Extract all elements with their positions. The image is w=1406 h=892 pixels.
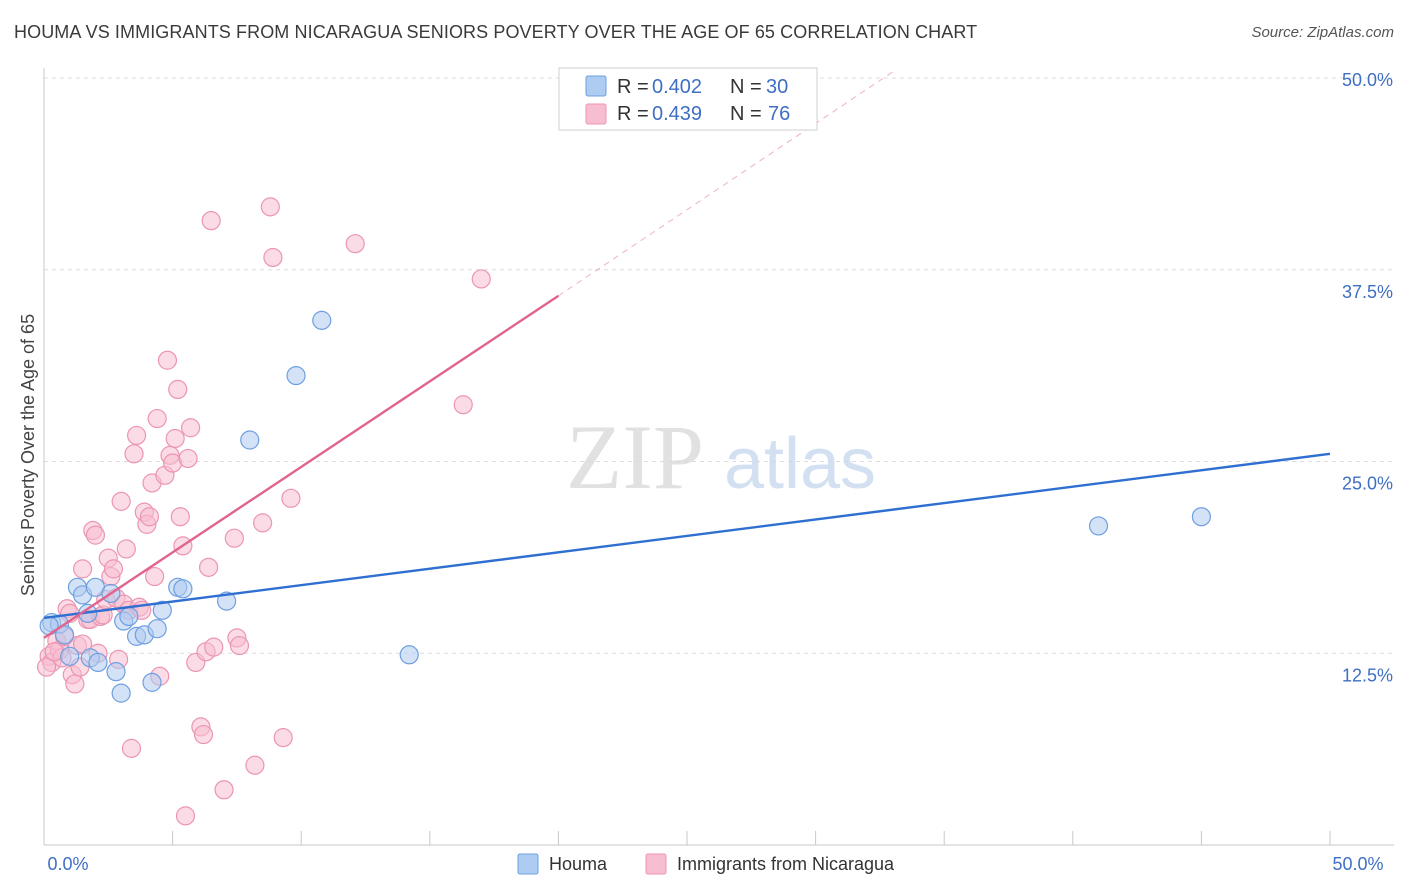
y-axis-label: Seniors Poverty Over the Age of 65 (18, 314, 38, 596)
data-point-nic (72, 559, 93, 579)
data-point-nic (85, 525, 106, 545)
legend-swatch-houma (585, 75, 607, 97)
data-point-nic (147, 408, 167, 429)
legend-r-label-nic: R = (617, 103, 649, 125)
legend-r-value-nic: 0.439 (652, 103, 702, 125)
series-legend-swatch-nic (645, 853, 667, 875)
y-tick-labels: 12.5% 25.0% 37.5% 50.0% (1342, 70, 1393, 685)
series-legend-label-houma: Houma (549, 854, 608, 874)
data-point-houma (106, 662, 126, 682)
data-point-houma (39, 616, 59, 636)
y-tick-label: 12.5% (1342, 665, 1393, 685)
series-legend: Houma Immigrants from Nicaragua (517, 853, 895, 875)
data-point-houma (286, 365, 306, 386)
data-point-nic (157, 350, 178, 370)
watermark-atlas: atlas (724, 424, 876, 504)
data-point-nic (170, 507, 190, 527)
data-point-nic (126, 425, 147, 446)
trend-line-nic (43, 294, 560, 639)
data-point-nic (139, 507, 160, 527)
data-point-nic (245, 755, 265, 775)
data-point-nic (36, 657, 57, 677)
data-point-nic (175, 806, 196, 826)
trend-line-houma (43, 452, 1331, 620)
trend-lines (43, 71, 1331, 639)
data-point-houma (60, 646, 80, 666)
data-point-nic (281, 488, 301, 508)
data-point-houma (173, 579, 193, 599)
y-tick-label: 37.5% (1342, 282, 1393, 302)
data-point-nic (65, 674, 85, 694)
y-tick-label: 50.0% (1342, 70, 1393, 90)
data-point-nic (253, 513, 273, 533)
legend-n-label-houma: N = (730, 76, 762, 98)
y-tick-label: 25.0% (1342, 474, 1393, 494)
axes (43, 68, 1394, 846)
grid-lines (44, 77, 1394, 654)
data-point-nic (345, 234, 365, 254)
data-point-houma (142, 672, 162, 692)
data-point-houma (88, 652, 108, 673)
data-point-nic (116, 539, 136, 559)
data-point-nic (181, 418, 201, 438)
data-point-nic (144, 566, 165, 587)
series-legend-swatch-houma (517, 853, 539, 875)
data-point-houma (399, 645, 419, 665)
data-point-nic (214, 780, 234, 800)
data-point-nic (229, 635, 250, 656)
chart-title: HOUMA VS IMMIGRANTS FROM NICARAGUA SENIO… (14, 22, 978, 42)
data-point-houma (1191, 507, 1212, 527)
x-tick-label-min: 0.0% (47, 854, 88, 874)
trend-line-extension-nic (558, 71, 894, 297)
data-point-nic (273, 728, 293, 748)
data-point-nic (260, 197, 280, 217)
correlation-legend: R = 0.402 N = 30 R = 0.439 N = 76 (558, 67, 818, 131)
data-point-nic (199, 557, 219, 577)
data-point-houma (152, 600, 172, 620)
data-point-nic (453, 395, 473, 415)
legend-r-label-houma: R = (617, 76, 649, 98)
x-tick-labels: 0.0% 50.0% (47, 854, 1383, 874)
data-point-houma (217, 591, 237, 611)
legend-n-value-houma: 30 (766, 76, 788, 98)
data-point-nic (121, 738, 142, 758)
data-point-nic (165, 428, 185, 449)
watermark: ZIP atlas (566, 406, 876, 508)
source-label: Source: ZipAtlas.com (1251, 24, 1394, 41)
data-point-houma (147, 619, 167, 639)
data-point-nic (204, 637, 224, 657)
legend-n-value-nic: 76 (768, 103, 790, 125)
data-point-houma (119, 606, 139, 627)
legend-n-label-nic: N = (730, 103, 762, 125)
series-immigrants-from-nicaragua (36, 197, 491, 826)
data-point-houma (240, 430, 260, 450)
series-legend-label-nic: Immigrants from Nicaragua (677, 854, 895, 874)
data-point-houma (54, 625, 75, 645)
data-point-nic (471, 269, 491, 289)
data-point-nic (124, 444, 144, 464)
data-point-nic (224, 528, 244, 548)
legend-r-value-houma: 0.402 (652, 76, 702, 98)
x-tick-label-max: 50.0% (1332, 854, 1383, 874)
data-point-houma (111, 683, 131, 703)
data-point-nic (193, 724, 214, 745)
data-point-nic (168, 379, 188, 400)
data-point-nic (103, 559, 124, 579)
data-point-nic (201, 211, 221, 231)
watermark-zip: ZIP (566, 406, 704, 508)
data-point-houma (312, 310, 332, 330)
legend-swatch-nic (585, 103, 607, 125)
data-point-houma (1088, 516, 1109, 536)
series-houma (39, 310, 1212, 703)
data-point-nic (178, 448, 198, 469)
data-point-nic (263, 247, 283, 268)
data-point-nic (111, 491, 131, 511)
